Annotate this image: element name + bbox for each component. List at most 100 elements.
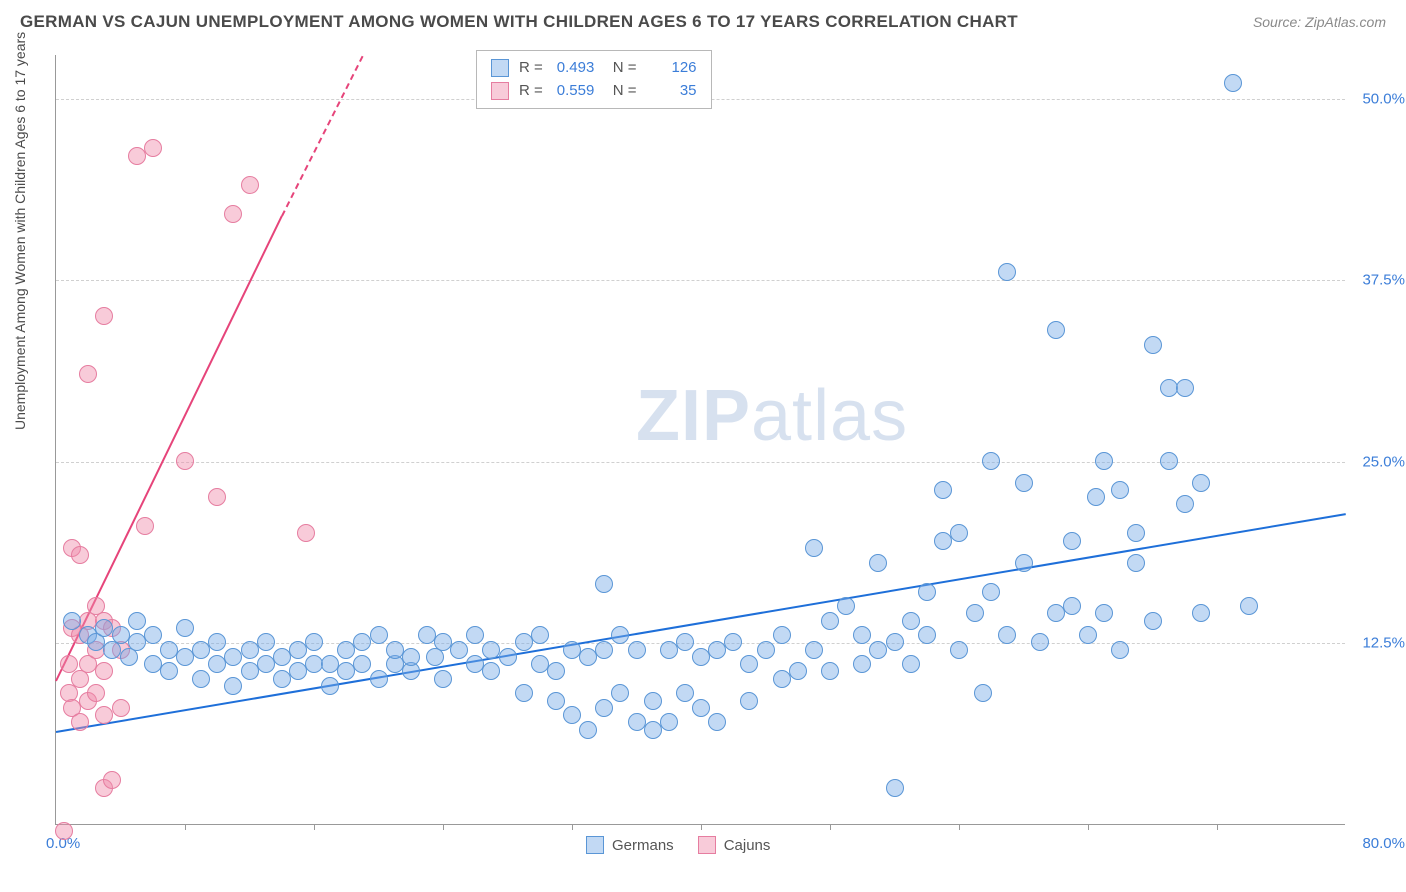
watermark-bold: ZIP xyxy=(636,376,751,456)
legend-swatch xyxy=(491,59,509,77)
german-point xyxy=(257,633,275,651)
german-point xyxy=(740,692,758,710)
german-point xyxy=(918,626,936,644)
german-point xyxy=(821,612,839,630)
german-point xyxy=(886,633,904,651)
scatter-chart: ZIPatlas 12.5%25.0%37.5%50.0%0.0%80.0%R … xyxy=(55,55,1345,825)
german-point xyxy=(595,575,613,593)
german-point xyxy=(579,721,597,739)
german-point xyxy=(1063,532,1081,550)
watermark-light: atlas xyxy=(751,376,908,456)
german-point xyxy=(853,626,871,644)
german-point xyxy=(902,655,920,673)
x-tick xyxy=(959,824,960,830)
legend-n-label: N = xyxy=(613,57,637,80)
legend-r-value: 0.493 xyxy=(557,57,603,80)
german-point xyxy=(595,699,613,717)
german-point xyxy=(128,612,146,630)
legend-r-value: 0.559 xyxy=(557,80,603,103)
cajun-point xyxy=(136,517,154,535)
german-point xyxy=(1111,481,1129,499)
german-point xyxy=(773,626,791,644)
german-point xyxy=(1192,474,1210,492)
german-point xyxy=(692,699,710,717)
german-point xyxy=(63,612,81,630)
german-point xyxy=(886,779,904,797)
german-point xyxy=(821,662,839,680)
gridline xyxy=(56,462,1345,463)
german-point xyxy=(950,641,968,659)
german-point xyxy=(370,626,388,644)
legend-label: Germans xyxy=(612,837,674,854)
german-point xyxy=(1160,452,1178,470)
german-point xyxy=(805,539,823,557)
cajun-point xyxy=(241,176,259,194)
german-point xyxy=(1127,554,1145,572)
german-point xyxy=(160,662,178,680)
german-point xyxy=(1095,604,1113,622)
german-point xyxy=(1127,524,1145,542)
legend-n-label: N = xyxy=(613,80,637,103)
x-tick xyxy=(1088,824,1089,830)
x-tick-label: 80.0% xyxy=(1362,835,1405,852)
german-point xyxy=(547,662,565,680)
german-point xyxy=(676,633,694,651)
x-tick xyxy=(830,824,831,830)
german-point xyxy=(660,713,678,731)
german-point xyxy=(434,670,452,688)
cajun-point xyxy=(176,452,194,470)
german-point xyxy=(515,684,533,702)
german-point xyxy=(1224,74,1242,92)
german-point xyxy=(998,263,1016,281)
cajun-point xyxy=(224,205,242,223)
legend-r-label: R = xyxy=(519,80,543,103)
german-point xyxy=(402,648,420,666)
german-point xyxy=(305,633,323,651)
german-point xyxy=(450,641,468,659)
german-point xyxy=(789,662,807,680)
german-point xyxy=(547,692,565,710)
cajun-point xyxy=(144,139,162,157)
legend-row: R = 0.559 N = 35 xyxy=(491,80,697,103)
x-tick xyxy=(443,824,444,830)
cajun-point xyxy=(71,546,89,564)
legend-item: Cajuns xyxy=(698,836,771,854)
german-point xyxy=(353,655,371,673)
german-point xyxy=(1087,488,1105,506)
german-point xyxy=(321,677,339,695)
cajun-point xyxy=(95,307,113,325)
german-point xyxy=(934,481,952,499)
german-point xyxy=(1176,495,1194,513)
cajun-point xyxy=(87,684,105,702)
german-point xyxy=(676,684,694,702)
chart-header: GERMAN VS CAJUN UNEMPLOYMENT AMONG WOMEN… xyxy=(0,0,1406,40)
german-point xyxy=(1144,612,1162,630)
cajun-point xyxy=(103,771,121,789)
german-point xyxy=(1015,554,1033,572)
x-tick xyxy=(701,824,702,830)
german-point xyxy=(370,670,388,688)
legend-swatch xyxy=(491,82,509,100)
legend-n-value: 126 xyxy=(651,57,697,80)
legend-n-value: 35 xyxy=(651,80,697,103)
german-point xyxy=(563,706,581,724)
legend-r-label: R = xyxy=(519,57,543,80)
x-tick xyxy=(572,824,573,830)
german-point xyxy=(466,626,484,644)
german-point xyxy=(757,641,775,659)
german-point xyxy=(708,713,726,731)
legend-item: Germans xyxy=(586,836,674,854)
german-point xyxy=(966,604,984,622)
german-point xyxy=(224,677,242,695)
german-point xyxy=(482,662,500,680)
german-point xyxy=(1192,604,1210,622)
y-tick-label: 37.5% xyxy=(1362,272,1405,289)
german-point xyxy=(1015,474,1033,492)
german-point xyxy=(805,641,823,659)
german-point xyxy=(1240,597,1258,615)
cajun-point xyxy=(95,662,113,680)
cajun-point xyxy=(79,365,97,383)
series-legend: Germans Cajuns xyxy=(586,836,770,854)
x-tick xyxy=(185,824,186,830)
german-point xyxy=(853,655,871,673)
